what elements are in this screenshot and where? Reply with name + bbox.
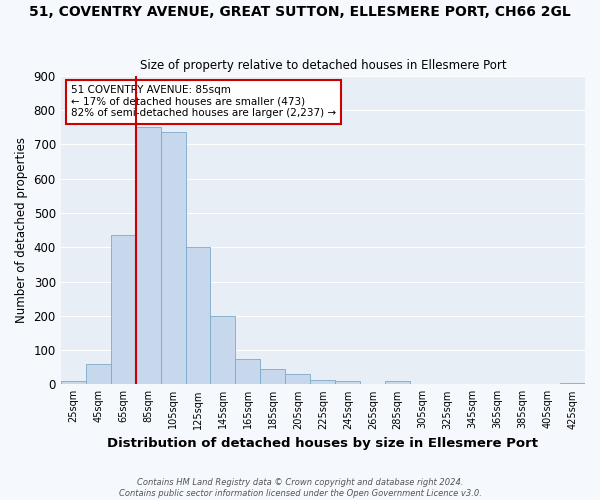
Bar <box>161 132 185 384</box>
Bar <box>260 369 286 384</box>
Text: Contains HM Land Registry data © Crown copyright and database right 2024.
Contai: Contains HM Land Registry data © Crown c… <box>119 478 481 498</box>
Bar <box>211 316 235 384</box>
X-axis label: Distribution of detached houses by size in Ellesmere Port: Distribution of detached houses by size … <box>107 437 538 450</box>
Bar <box>136 128 161 384</box>
Text: 51 COVENTRY AVENUE: 85sqm
← 17% of detached houses are smaller (473)
82% of semi: 51 COVENTRY AVENUE: 85sqm ← 17% of detac… <box>71 85 336 118</box>
Bar <box>310 380 335 384</box>
Bar <box>86 364 110 384</box>
Bar <box>335 381 360 384</box>
Bar <box>385 381 410 384</box>
Bar <box>185 248 211 384</box>
Y-axis label: Number of detached properties: Number of detached properties <box>15 137 28 323</box>
Title: Size of property relative to detached houses in Ellesmere Port: Size of property relative to detached ho… <box>140 59 506 72</box>
Bar <box>61 381 86 384</box>
Bar <box>286 374 310 384</box>
Bar <box>235 358 260 384</box>
Text: 51, COVENTRY AVENUE, GREAT SUTTON, ELLESMERE PORT, CH66 2GL: 51, COVENTRY AVENUE, GREAT SUTTON, ELLES… <box>29 5 571 19</box>
Bar <box>560 382 585 384</box>
Bar <box>110 236 136 384</box>
